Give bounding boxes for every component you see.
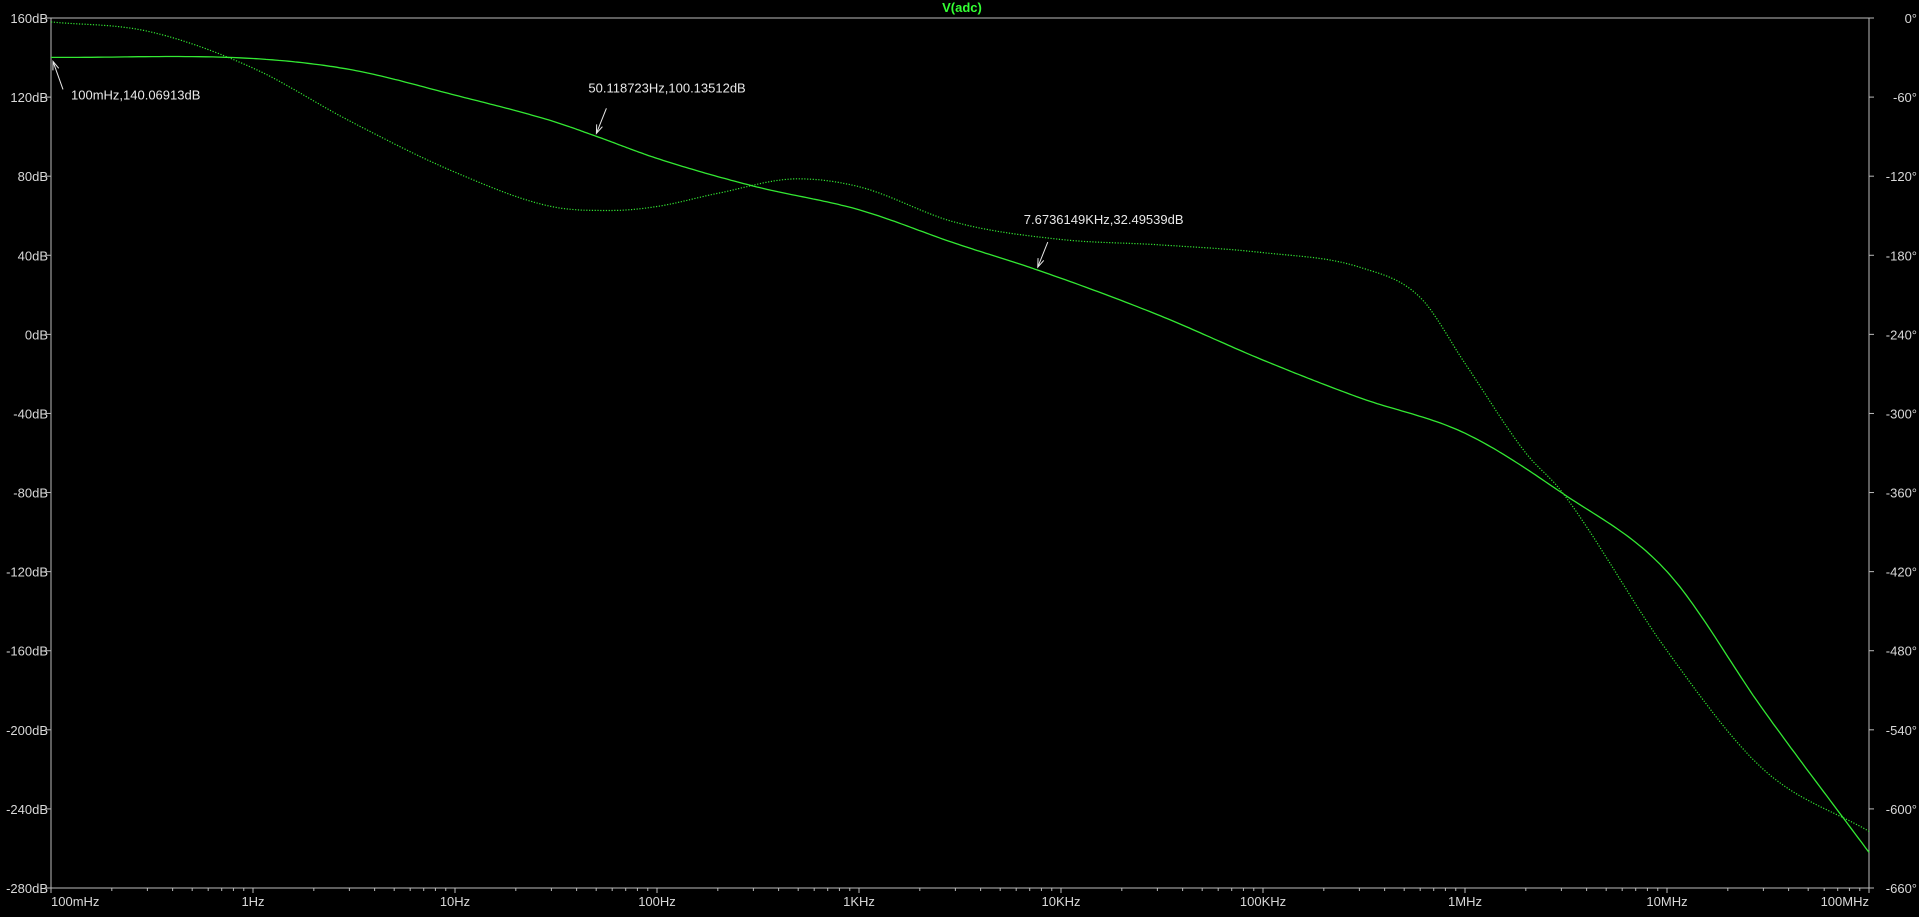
y-right-tick-label: -120° — [1886, 169, 1917, 184]
x-tick-label: 10KHz — [1041, 894, 1080, 909]
y-right-tick-label: 0° — [1905, 11, 1917, 26]
y-right-tick-label: -660° — [1886, 881, 1917, 896]
y-right-tick-label: -480° — [1886, 644, 1917, 659]
annotation-label: 50.118723Hz,100.13512dB — [588, 80, 745, 95]
y-right-tick-label: -360° — [1886, 486, 1917, 501]
y-right-tick-label: -600° — [1886, 802, 1917, 817]
y-left-tick-label: 40dB — [18, 248, 48, 263]
x-tick-label: 1KHz — [843, 894, 875, 909]
x-tick-label: 1MHz — [1448, 894, 1482, 909]
annotation-arrowhead — [52, 60, 60, 71]
y-left-tick-label: -80dB — [13, 486, 48, 501]
annotation-layer: 100mHz,140.06913dB 50.118723Hz,100.13512d… — [52, 60, 1184, 269]
annotation-arrowhead — [595, 124, 603, 135]
x-axis: 100mHz 1Hz 10Hz 100Hz 1KHz 10KHz 100KHz 1MHz 10M… — [50, 888, 1870, 909]
series-layer — [50, 21, 1870, 853]
y-right-tick-label: -300° — [1886, 406, 1917, 421]
y-left-tick-label: 160dB — [10, 11, 48, 26]
y-left-tick-label: -200dB — [6, 723, 48, 738]
y-right-tick-label: -540° — [1886, 723, 1917, 738]
y-left-tick-label: 80dB — [18, 169, 48, 184]
x-tick-label: 100KHz — [1240, 894, 1286, 909]
y-right-tick-label: -180° — [1886, 248, 1917, 263]
x-tick-label: 10MHz — [1646, 894, 1687, 909]
y-left-tick-label: 120dB — [10, 90, 48, 105]
y-left-tick-label: -40dB — [13, 406, 48, 421]
x-tick-label: 100mHz — [51, 894, 99, 909]
y-right-tick-label: -420° — [1886, 565, 1917, 580]
y-left-tick-label: -160dB — [6, 644, 48, 659]
annotation-label: 7.6736149KHz,32.49539dB — [1024, 212, 1184, 227]
chart-title: V(adc) — [942, 0, 982, 15]
annotation-label: 100mHz,140.06913dB — [71, 87, 200, 102]
annotation-arrow — [1037, 241, 1049, 268]
annotation-arrow — [52, 61, 64, 90]
x-tick-label: 10Hz — [440, 894, 470, 909]
annotation-arrow — [595, 108, 607, 134]
y-left-tick-label: -280dB — [6, 881, 48, 896]
annotation-arrowhead — [1037, 258, 1045, 269]
y-axis-left: 160dB 120dB 80dB 40dB 0dB -40dB -80dB -120dB -16… — [6, 11, 51, 896]
magnitude-curve — [51, 55, 1870, 853]
y-axis-right: 0° -60° -120° -180° -240° -300° -360° -420° -480… — [1869, 11, 1917, 896]
x-tick-label: 100MHz — [1821, 894, 1869, 909]
phase-curve — [50, 21, 1870, 832]
y-left-tick-label: -120dB — [6, 565, 48, 580]
y-right-tick-label: -60° — [1893, 90, 1917, 105]
x-tick-label: 1Hz — [241, 894, 264, 909]
x-tick-label: 100Hz — [638, 894, 676, 909]
plot-frame — [50, 17, 1870, 889]
y-left-tick-label: 0dB — [25, 327, 48, 342]
y-right-tick-label: -240° — [1886, 327, 1917, 342]
y-left-tick-label: -240dB — [6, 802, 48, 817]
